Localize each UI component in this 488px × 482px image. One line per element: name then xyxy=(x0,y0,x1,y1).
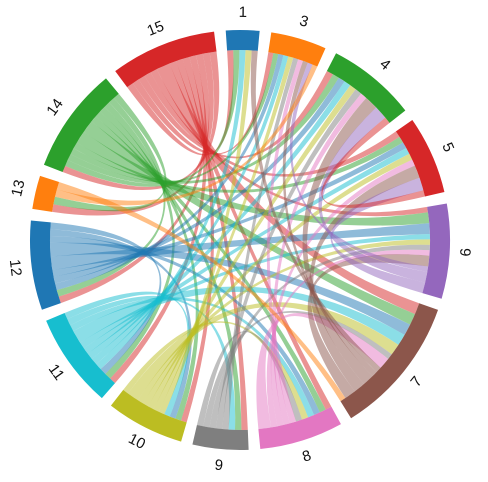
ribbon-layer xyxy=(49,50,430,430)
ribbon-10-8 xyxy=(123,321,309,420)
segment-label-3: 3 xyxy=(297,12,310,31)
ribbon-6-3 xyxy=(289,62,429,272)
ribbon-10-3 xyxy=(153,56,294,412)
ribbon-9-8 xyxy=(196,331,303,427)
ribbon-15-9 xyxy=(176,58,248,430)
segment-arc-4 xyxy=(326,53,406,123)
segment-arc-6 xyxy=(422,203,450,299)
segment-label-6: 6 xyxy=(457,248,474,257)
ribbon-14-13 xyxy=(53,93,167,212)
ribbon-8-7 xyxy=(256,313,389,430)
segment-arc-3 xyxy=(268,32,326,67)
ribbon-6-5 xyxy=(330,177,426,294)
ribbon-14-6 xyxy=(76,131,430,226)
ribbon-8-3 xyxy=(266,59,304,424)
ribbon-5-4 xyxy=(321,117,425,208)
segment-label-9: 9 xyxy=(214,457,224,475)
segment-arc-15 xyxy=(115,31,217,88)
segment-arc-14 xyxy=(43,78,119,172)
segment-label-11: 11 xyxy=(45,361,68,384)
segment-label-12: 12 xyxy=(6,258,25,277)
segment-label-10: 10 xyxy=(125,430,148,453)
segment-arc-12 xyxy=(29,220,61,310)
ribbon-9-3 xyxy=(222,57,299,430)
ribbon-15-14 xyxy=(62,51,220,190)
ribbon-11-8 xyxy=(70,297,315,418)
segment-label-4: 4 xyxy=(376,55,393,73)
segment-arc-13 xyxy=(32,175,60,212)
ribbon-12-10 xyxy=(50,229,192,419)
ribbon-15-4 xyxy=(138,71,333,159)
segment-label-1: 1 xyxy=(239,4,248,21)
ribbon-6-4 xyxy=(318,107,428,283)
segment-label-15: 15 xyxy=(145,18,167,40)
segment-label-8: 8 xyxy=(300,447,313,466)
ribbon-15-8 xyxy=(169,61,332,410)
segment-label-5: 5 xyxy=(438,140,457,155)
ribbon-14-10 xyxy=(99,106,199,421)
ribbon-7-4 xyxy=(302,98,377,385)
segment-label-14: 14 xyxy=(43,96,67,119)
ribbon-11-5 xyxy=(83,148,410,354)
segment-arc-7 xyxy=(340,303,439,419)
segment-arc-5 xyxy=(395,119,445,197)
ribbon-8-4 xyxy=(272,93,367,425)
segment-label-13: 13 xyxy=(8,178,28,198)
segment-label-7: 7 xyxy=(407,373,425,390)
segment-arc-10 xyxy=(110,389,187,442)
ribbon-12-7 xyxy=(50,242,411,335)
segment-arc-1 xyxy=(225,29,260,51)
segment-arc-11 xyxy=(46,313,116,399)
ribbon-12-11 xyxy=(50,222,162,374)
segment-arc-8 xyxy=(258,406,341,450)
segment-arc-layer xyxy=(29,29,450,451)
segment-arc-9 xyxy=(192,425,249,451)
ribbon-14-11 xyxy=(104,102,175,379)
ribbon-10-4 xyxy=(148,85,356,410)
ribbon-15-11 xyxy=(110,55,208,384)
